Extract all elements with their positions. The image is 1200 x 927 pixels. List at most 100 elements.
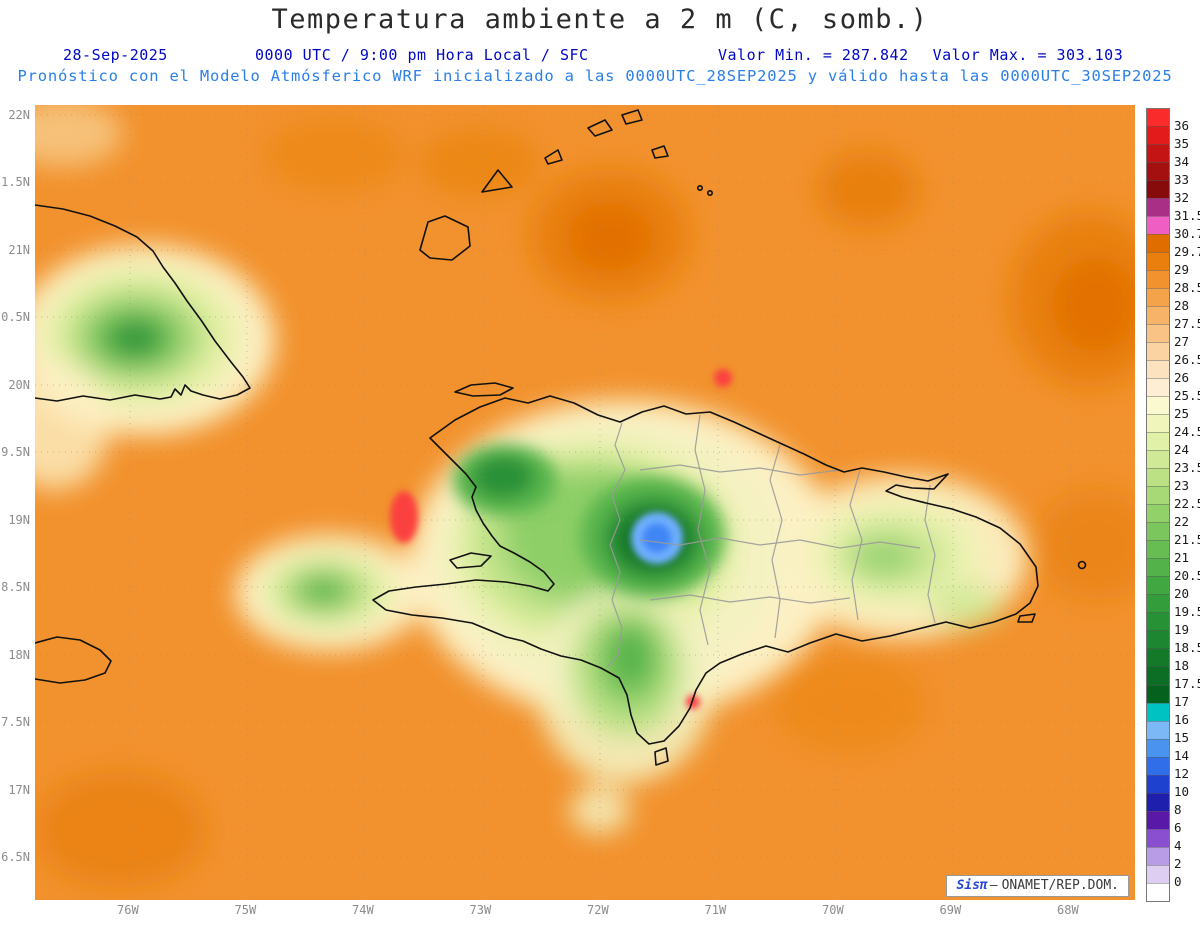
colorbar-cell: [1147, 882, 1169, 901]
colorbar-label: 22.5: [1174, 496, 1200, 511]
colorbar-cell: [1147, 540, 1169, 559]
colorbar-label: 24: [1174, 442, 1190, 457]
caicos-island-west: [587, 119, 613, 137]
lon-label: 71W: [704, 903, 727, 917]
colorbar-cell: [1147, 810, 1169, 829]
colorbar-label: 23.5: [1174, 460, 1200, 475]
mona-island: [1077, 560, 1087, 570]
colorbar-cell: [1147, 180, 1169, 199]
colorbar-cell: [1147, 109, 1169, 127]
colorbar-label: 36: [1174, 118, 1190, 133]
colorbar-label: 28: [1174, 298, 1190, 313]
watermark-separator: –: [989, 878, 998, 893]
colorbar-cell: [1147, 288, 1169, 307]
colorbar-cell: [1147, 252, 1169, 271]
colorbar-label: 12: [1174, 766, 1190, 781]
colorbar-cell: [1147, 630, 1169, 649]
colorbar-cell: [1147, 234, 1169, 253]
colorbar-cell: [1147, 342, 1169, 361]
forecast-date: 28-Sep-2025: [63, 46, 168, 64]
colorbar-label: 23: [1174, 478, 1190, 493]
great-inagua-island: [419, 215, 471, 261]
lon-label: 76W: [117, 903, 139, 917]
lon-label: 68W: [1057, 903, 1079, 917]
colorbar-label: 8: [1174, 802, 1182, 817]
lat-label: 17N: [8, 782, 30, 797]
colorbar-label: 25.5: [1174, 388, 1200, 403]
colorbar-cell: [1147, 324, 1169, 343]
watermark-text: ONAMET/REP.DOM.: [1001, 878, 1119, 893]
lat-label: 1.5N: [1, 175, 30, 190]
lon-label: 75W: [234, 903, 257, 917]
lat-label: 21N: [8, 242, 30, 257]
colorbar-label: 31.5: [1174, 208, 1200, 223]
colorbar: [1146, 108, 1170, 902]
jamaica-coastline: [35, 636, 112, 684]
tortue-island: [454, 382, 514, 397]
colorbar-label: 27.5: [1174, 316, 1200, 331]
temperature-field-warm-anomalies: [35, 119, 1135, 888]
colorbar-label: 18.5: [1174, 640, 1200, 655]
colorbar-label: 0: [1174, 874, 1182, 889]
watermark-brand: Sisπ: [956, 878, 988, 893]
colorbar-cell: [1147, 468, 1169, 487]
colorbar-cell: [1147, 378, 1169, 397]
small-cay-1: [696, 185, 703, 192]
colorbar-cell: [1147, 414, 1169, 433]
lat-label: 8.5N: [1, 580, 30, 595]
small-cay-2: [706, 190, 713, 197]
colorbar-label: 28.5: [1174, 280, 1200, 295]
colorbar-cell: [1147, 792, 1169, 811]
page-title: Temperatura ambiente a 2 m (C, somb.): [271, 4, 929, 35]
colorbar-label: 21: [1174, 550, 1190, 565]
minmax-values: Valor Min. = 287.842 Valor Max. = 303.10…: [718, 46, 1123, 64]
colorbar-cell: [1147, 864, 1169, 883]
colorbar-label: 10: [1174, 784, 1190, 799]
colorbar-cell: [1147, 396, 1169, 415]
colorbar-label: 22: [1174, 514, 1190, 529]
colorbar-label: 17.5: [1174, 676, 1200, 691]
colorbar-label: 15: [1174, 730, 1190, 745]
colorbar-cell: [1147, 612, 1169, 631]
little-inagua-island: [481, 169, 513, 193]
coastlines: [35, 109, 1087, 766]
colorbar-cell: [1147, 558, 1169, 577]
colorbar-label: 16: [1174, 712, 1190, 727]
beata-island: [654, 747, 669, 766]
watermark: Sisπ – ONAMET/REP.DOM.: [946, 875, 1129, 897]
colorbar-label: 35: [1174, 136, 1190, 151]
colorbar-label: 26.5: [1174, 352, 1200, 367]
colorbar-cell: [1147, 828, 1169, 847]
colorbar-cell: [1147, 162, 1169, 181]
colorbar-cell: [1147, 576, 1169, 595]
caicos-island-east: [621, 109, 643, 125]
colorbar-cell: [1147, 126, 1169, 145]
colorbar-label: 4: [1174, 838, 1182, 853]
colorbar-cell: [1147, 522, 1169, 541]
colorbar-label: 14: [1174, 748, 1190, 763]
colorbar-cell: [1147, 504, 1169, 523]
colorbar-label: 20.5: [1174, 568, 1200, 583]
lat-label: 9.5N: [1, 445, 30, 460]
turks-island: [651, 145, 669, 159]
colorbar-cell: [1147, 450, 1169, 469]
colorbar-label: 29.7: [1174, 244, 1200, 259]
colorbar-label: 27: [1174, 334, 1190, 349]
colorbar-label: 26: [1174, 370, 1190, 385]
lon-label: 69W: [939, 903, 962, 917]
colorbar-cell: [1147, 432, 1169, 451]
colorbar-label: 25: [1174, 406, 1190, 421]
lat-label: 20N: [8, 377, 30, 392]
value-min-label: Valor Min. = 287.842: [718, 46, 909, 64]
colorbar-cell: [1147, 360, 1169, 379]
colorbar-cell: [1147, 756, 1169, 775]
lat-label: 6.5N: [1, 849, 30, 864]
grid-lines: [35, 105, 1135, 900]
colorbar-label: 34: [1174, 154, 1190, 169]
cold-core-blue-spot: [631, 512, 683, 564]
colorbar-label: 24.5: [1174, 424, 1200, 439]
lon-label: 72W: [587, 903, 609, 917]
lon-label: 74W: [352, 903, 374, 917]
colorbar-cell: [1147, 738, 1169, 757]
